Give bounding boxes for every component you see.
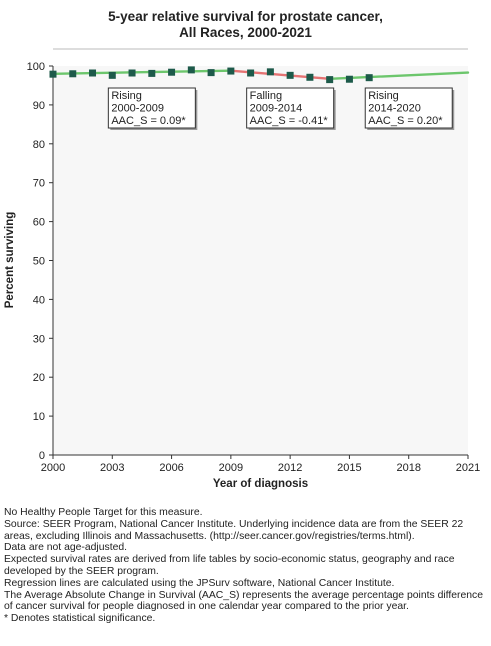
footnote-age-adjusted: Data are not age-adjusted. — [4, 542, 128, 554]
data-point — [207, 69, 215, 77]
annotation-box — [364, 87, 453, 129]
annotation-line: 2000-2009 — [111, 103, 164, 115]
plot-area — [53, 66, 468, 455]
survival-chart: 0 10 20 30 40 50 60 70 80 90 100 2000 2003 2006 2009 20… — [4, 48, 481, 490]
chart-title: 5-year relative survival for prostate ca… — [0, 9, 491, 41]
data-point — [227, 67, 235, 75]
x-tick-label: 2006 — [159, 462, 183, 474]
annotation-line: Rising — [111, 90, 142, 102]
data-point — [49, 70, 57, 78]
data-point — [69, 70, 77, 78]
x-tick-label: 2021 — [456, 462, 480, 474]
annotation-line: AAC_S = 0.09* — [111, 115, 186, 127]
footnote-healthy-people: No Healthy People Target for this measur… — [4, 507, 203, 518]
data-point — [345, 75, 353, 83]
y-tick-label: 10 — [33, 411, 45, 423]
x-tick-label: 2000 — [41, 462, 65, 474]
chart-title-line-1: 5-year relative survival for prostate ca… — [108, 9, 383, 24]
y-tick-label: 40 — [33, 294, 45, 306]
data-point — [187, 66, 195, 74]
data-point — [326, 76, 334, 84]
x-tick-label: 2012 — [278, 462, 302, 474]
axes: 0 10 20 30 40 50 60 70 80 90 100 2000 2003 2006 2009 20… — [27, 61, 481, 474]
y-tick-label: 80 — [33, 139, 45, 151]
data-point — [365, 74, 373, 82]
y-tick-label: 100 — [27, 61, 45, 73]
data-point — [306, 73, 314, 81]
x-tick-label: 2009 — [219, 462, 243, 474]
footnote-significance: * Denotes statistical significance. — [4, 613, 156, 625]
x-tick-label: 2003 — [100, 462, 124, 474]
x-axis-label: Year of diagnosis — [213, 478, 308, 490]
annotation-box — [107, 87, 196, 129]
data-point — [286, 71, 294, 79]
data-point — [247, 69, 255, 77]
y-tick-label: 50 — [33, 256, 45, 268]
y-tick-label: 60 — [33, 217, 45, 229]
annotation-line: 2009-2014 — [250, 103, 303, 115]
footnote-aac: The Average Absolute Change in Survival … — [4, 589, 484, 613]
y-axis-label: Percent surviving — [4, 212, 16, 309]
data-point — [128, 69, 136, 77]
footnote-expected-survival: Expected survival rates are derived from… — [4, 554, 455, 577]
y-tick-label: 90 — [33, 100, 45, 112]
data-point — [89, 69, 97, 77]
footnote-source: Source: SEER Program, National Cancer In… — [4, 518, 464, 542]
x-tick-label: 2015 — [337, 462, 361, 474]
series-layer — [49, 66, 470, 84]
data-point — [266, 68, 274, 76]
annotation-line: 2014-2020 — [368, 103, 421, 115]
x-tick-label: 2018 — [396, 462, 420, 474]
data-point — [148, 69, 156, 77]
y-tick-label: 30 — [33, 333, 45, 345]
y-tick-label: 0 — [39, 450, 45, 462]
annotation-line: AAC_S = 0.20* — [368, 115, 443, 127]
data-point — [168, 68, 176, 76]
annotation-line: Rising — [368, 90, 399, 102]
data-point — [108, 71, 116, 79]
annotation-line: AAC_S = -0.41* — [250, 115, 329, 127]
footnotes: No Healthy People Target for this measur… — [4, 507, 488, 625]
footnote-regression: Regression lines are calculated using th… — [4, 577, 395, 589]
annotation-box — [246, 87, 335, 129]
annotation-line: Falling — [250, 90, 282, 102]
chart-title-line-2: All Races, 2000-2021 — [179, 25, 312, 40]
y-tick-label: 20 — [33, 372, 45, 384]
trend-line-rising — [51, 69, 233, 75]
y-tick-label: 70 — [33, 178, 45, 190]
